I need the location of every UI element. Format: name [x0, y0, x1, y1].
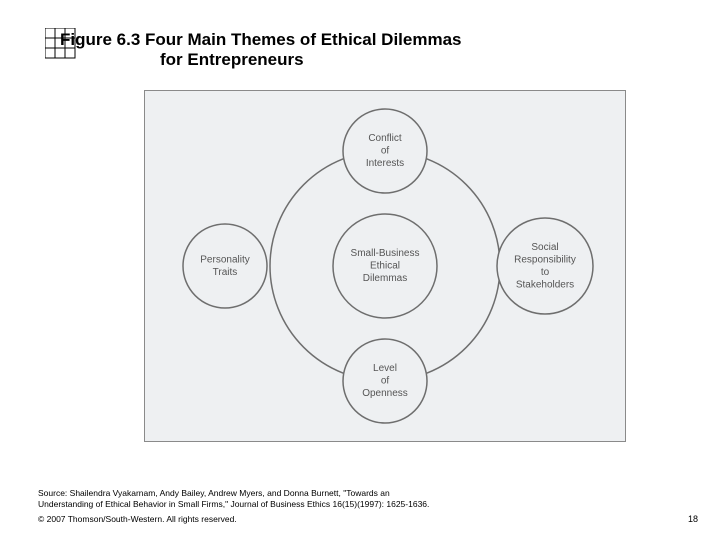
diagram-node-left-label: Personality	[200, 254, 249, 265]
source-citation: Source: Shailendra Vyakarnam, Andy Baile…	[38, 488, 429, 510]
diagram-node-right-label: to	[541, 267, 550, 278]
diagram-container: ConflictofInterestsSocialResponsibilityt…	[144, 90, 626, 442]
slide: Figure 6.3 Four Main Themes of Ethical D…	[0, 0, 720, 540]
diagram-node-bottom-label: of	[381, 376, 390, 387]
figure-title-line2: for Entrepreneurs	[160, 50, 304, 70]
diagram-node-right-label: Stakeholders	[516, 279, 574, 290]
diagram-node-bottom-label: Openness	[362, 388, 408, 399]
diagram-node-bottom-label: Level	[373, 363, 397, 374]
page-number: 18	[688, 514, 698, 524]
diagram-node-top-label: Conflict	[368, 133, 402, 144]
diagram-node-center-label: Ethical	[370, 261, 400, 272]
diagram-node-center-label: Dilemmas	[363, 273, 407, 284]
copyright: © 2007 Thomson/South-Western. All rights…	[38, 514, 237, 524]
diagram-node-right-label: Responsibility	[514, 254, 576, 265]
diagram-node-top-label: Interests	[366, 158, 404, 169]
diagram-node-right-label: Social	[531, 242, 558, 253]
diagram-svg: ConflictofInterestsSocialResponsibilityt…	[145, 91, 625, 441]
diagram-node-center-label: Small-Business	[351, 248, 420, 259]
source-line2: Understanding of Ethical Behavior in Sma…	[38, 499, 429, 509]
figure-title-line1: Figure 6.3 Four Main Themes of Ethical D…	[60, 30, 461, 50]
diagram-node-left-label: Traits	[213, 267, 238, 278]
source-line1: Source: Shailendra Vyakarnam, Andy Baile…	[38, 488, 390, 498]
diagram-node-top-label: of	[381, 146, 390, 157]
